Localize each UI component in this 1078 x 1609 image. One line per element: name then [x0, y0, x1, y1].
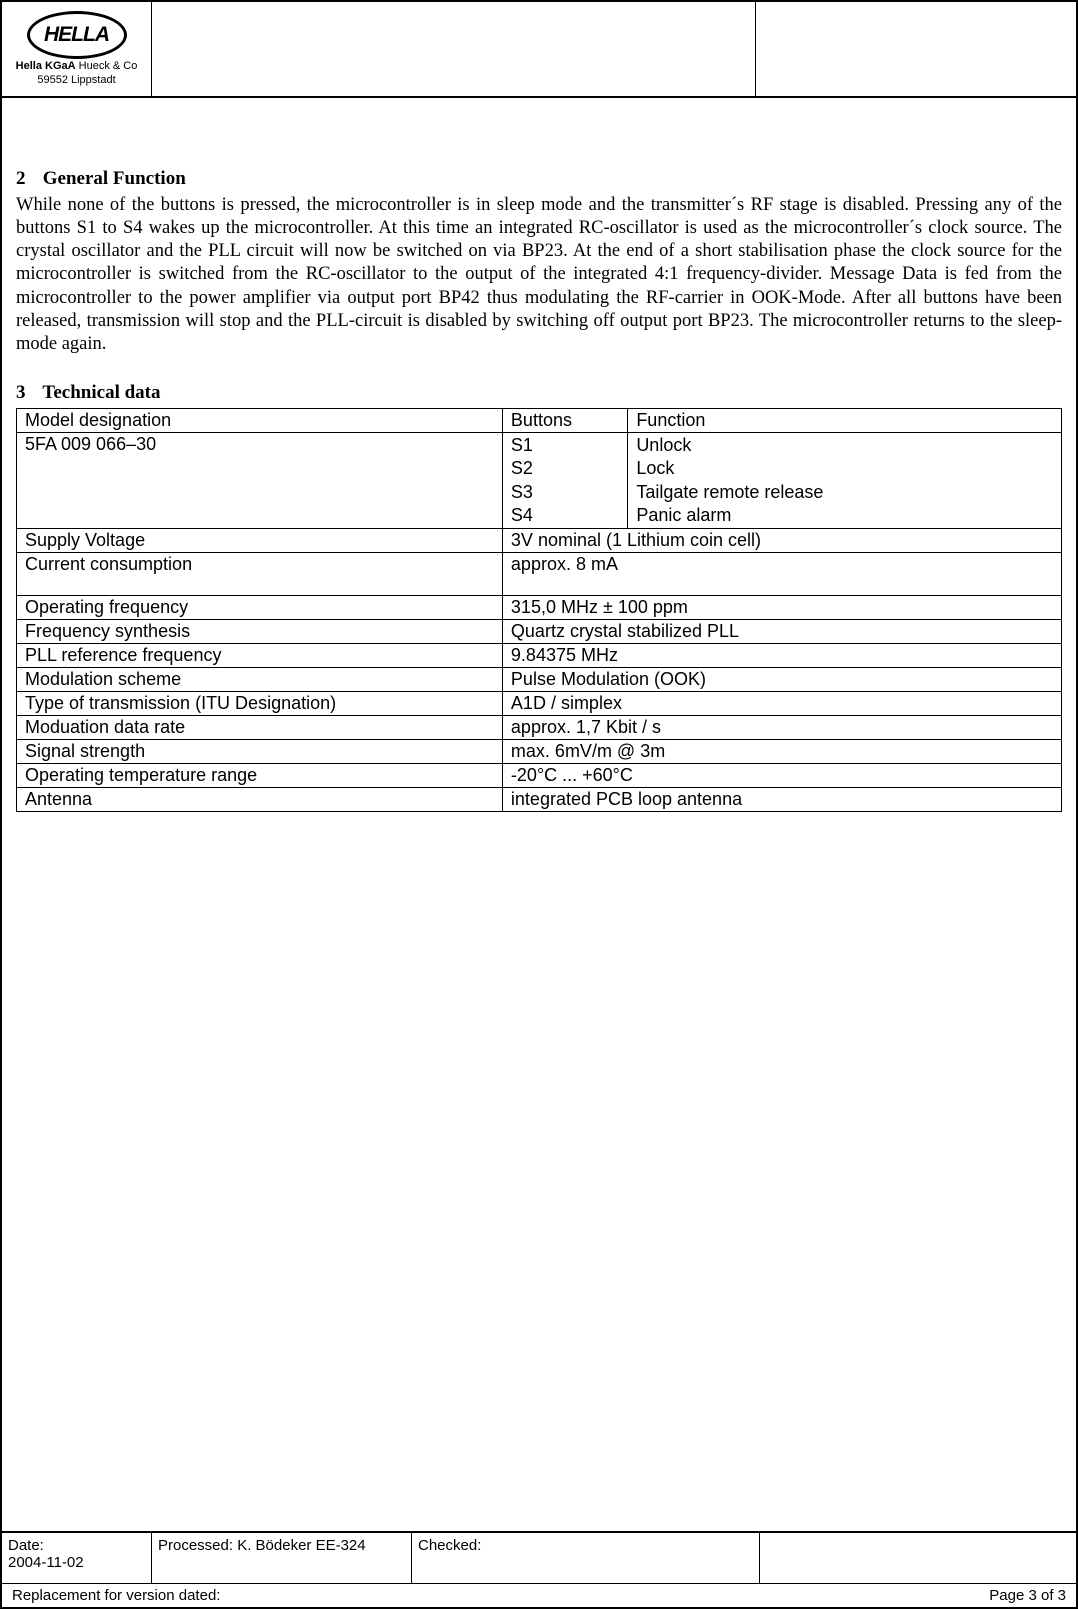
section-2-title: General Function [43, 168, 186, 189]
table-row: Operating temperature range-20°C ... +60… [17, 764, 1062, 788]
cell-label: Supply Voltage [17, 529, 503, 553]
company-address: Hella KGaA Hueck & Co 59552 Lippstadt [16, 60, 138, 86]
cell-value: A1D / simplex [502, 692, 1061, 716]
cell-label: Current consumption [17, 553, 503, 596]
table-row: PLL reference frequency9.84375 MHz [17, 644, 1062, 668]
table-row: Signal strengthmax. 6mV/m @ 3m [17, 740, 1062, 764]
table-row: Modulation schemePulse Modulation (OOK) [17, 668, 1062, 692]
table-row: 5FA 009 066–30 S1S2S3S4 UnlockLockTailga… [17, 432, 1062, 529]
cell-label: Operating temperature range [17, 764, 503, 788]
company-name-rest: Hueck & Co [76, 60, 138, 72]
footer-date-cell: Date: 2004-11-02 [2, 1533, 152, 1583]
cell-functions-list: UnlockLockTailgate remote releasePanic a… [628, 432, 1062, 529]
table-row: Model designation Buttons Function [17, 408, 1062, 432]
technical-data-table: Model designation Buttons Function 5FA 0… [16, 408, 1062, 813]
cell-value: Quartz crystal stabilized PLL [502, 620, 1061, 644]
table-row: Antennaintegrated PCB loop antenna [17, 788, 1062, 812]
header-mid-cell [152, 2, 756, 96]
cell-label: Modulation scheme [17, 668, 503, 692]
footer-blank-cell [760, 1533, 1076, 1583]
section-2-heading: 2 General Function [16, 168, 1062, 190]
cell-label: Moduation data rate [17, 716, 503, 740]
cell-label: Signal strength [17, 740, 503, 764]
cell-label: Frequency synthesis [17, 620, 503, 644]
cell-function-header: Function [628, 408, 1062, 432]
cell-value: -20°C ... +60°C [502, 764, 1061, 788]
footer-processed-cell: Processed: K. Bödeker EE-324 [152, 1533, 412, 1583]
cell-value: 315,0 MHz ± 100 ppm [502, 596, 1061, 620]
company-city: 59552 Lippstadt [37, 74, 115, 86]
cell-buttons-list: S1S2S3S4 [502, 432, 627, 529]
footer-date-label: Date: [8, 1537, 44, 1554]
table-row: Operating frequency315,0 MHz ± 100 ppm [17, 596, 1062, 620]
cell-value: 9.84375 MHz [502, 644, 1061, 668]
cell-value: integrated PCB loop antenna [502, 788, 1061, 812]
cell-value: 3V nominal (1 Lithium coin cell) [502, 529, 1061, 553]
cell-label: Operating frequency [17, 596, 503, 620]
cell-label: Type of transmission (ITU Designation) [17, 692, 503, 716]
cell-value: Pulse Modulation (OOK) [502, 668, 1061, 692]
section-3-heading: 3 Technical data [16, 382, 1062, 404]
section-2-body: While none of the buttons is pressed, th… [16, 194, 1062, 356]
cell-value: approx. 1,7 Kbit / s [502, 716, 1061, 740]
header-right-cell [756, 2, 1076, 96]
cell-label: Antenna [17, 788, 503, 812]
table-row: Current consumptionapprox. 8 mA [17, 553, 1062, 596]
cell-value: approx. 8 mA [502, 553, 1061, 596]
hella-logo-icon: HELLA [27, 11, 127, 59]
table-row: Frequency synthesisQuartz crystal stabil… [17, 620, 1062, 644]
footer-row-2: Replacement for version dated: Page 3 of… [2, 1583, 1076, 1607]
table-row: Supply Voltage3V nominal (1 Lithium coin… [17, 529, 1062, 553]
section-3-number: 3 [16, 382, 38, 404]
cell-model-designation-label: Model designation [17, 408, 503, 432]
footer-page-number: Page 3 of 3 [989, 1587, 1066, 1604]
content-area: 2 General Function While none of the but… [2, 98, 1076, 1531]
footer: Date: 2004-11-02 Processed: K. Bödeker E… [2, 1531, 1076, 1607]
footer-date-value: 2004-11-02 [8, 1554, 84, 1571]
cell-model-designation-value: 5FA 009 066–30 [17, 432, 503, 529]
header: HELLA Hella KGaA Hueck & Co 59552 Lippst… [2, 2, 1076, 98]
table-row: Moduation data rateapprox. 1,7 Kbit / s [17, 716, 1062, 740]
footer-replacement-label: Replacement for version dated: [12, 1587, 220, 1604]
cell-buttons-header: Buttons [502, 408, 627, 432]
company-name-bold: Hella KGaA [16, 60, 76, 72]
logo-cell: HELLA Hella KGaA Hueck & Co 59552 Lippst… [2, 2, 152, 96]
footer-row-1: Date: 2004-11-02 Processed: K. Bödeker E… [2, 1531, 1076, 1583]
section-3-title: Technical data [42, 382, 160, 403]
page-container: HELLA Hella KGaA Hueck & Co 59552 Lippst… [0, 0, 1078, 1609]
cell-label: PLL reference frequency [17, 644, 503, 668]
table-row: Type of transmission (ITU Designation)A1… [17, 692, 1062, 716]
section-2-number: 2 [16, 168, 38, 190]
cell-value: max. 6mV/m @ 3m [502, 740, 1061, 764]
footer-checked-cell: Checked: [412, 1533, 760, 1583]
